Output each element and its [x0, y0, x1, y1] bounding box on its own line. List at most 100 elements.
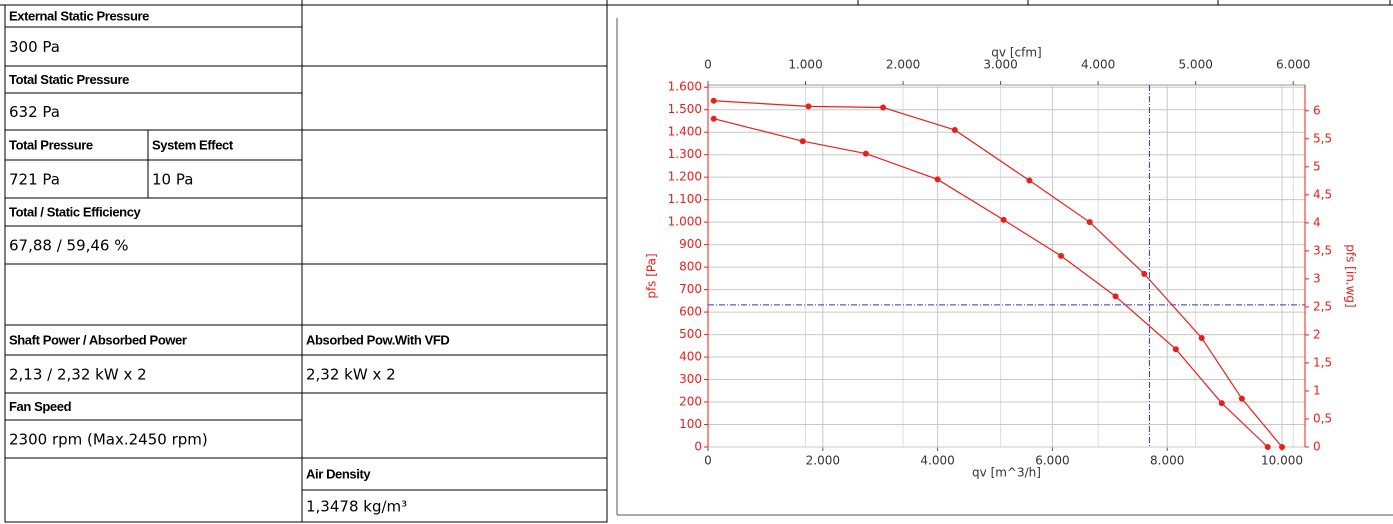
table-cell	[4, 354, 303, 394]
cell-value: 632 Pa	[9, 103, 60, 121]
cell-label: Air Density	[306, 466, 371, 481]
y-tick-label: 700	[679, 282, 702, 296]
y2-axis-label: pfs [in.wg]	[1344, 244, 1358, 307]
y2-tick-label: 3	[1313, 271, 1321, 285]
x-tick-label: 0	[704, 454, 712, 468]
x2-tick-label: 1.000	[788, 58, 822, 72]
cell-value: 67,88 / 59,46 %	[9, 237, 129, 255]
curve-point	[1086, 219, 1093, 226]
x2-tick-label: 2.000	[886, 58, 920, 72]
cell-label: Total Pressure	[9, 137, 93, 152]
y2-tick-label: 1,5	[1313, 355, 1332, 369]
table-cell	[4, 92, 303, 131]
y-tick-label: 800	[679, 260, 702, 274]
x2-tick-label: 5.000	[1178, 58, 1212, 72]
y2-tick-label: 1	[1313, 383, 1321, 397]
curve-point	[880, 104, 887, 111]
y2-tick-label: 0,5	[1313, 411, 1332, 425]
table-cell	[4, 263, 303, 326]
curve	[713, 100, 1283, 448]
table-cell	[301, 197, 608, 265]
table-cell	[4, 225, 303, 265]
y2-tick-label: 5	[1313, 159, 1321, 173]
curve-point	[1026, 177, 1033, 184]
cell-value: 2,32 kW x 2	[306, 366, 396, 384]
table-cell	[301, 65, 608, 131]
x2-tick-label: 4.000	[1081, 58, 1115, 72]
y2-tick-label: 0	[1313, 440, 1321, 454]
table-cell	[301, 489, 608, 523]
y-tick-label: 200	[679, 395, 702, 409]
curve-point	[799, 138, 806, 145]
x-tick-label: 4.000	[920, 454, 954, 468]
cell-value: 721 Pa	[9, 171, 60, 189]
y-tick-label: 900	[679, 237, 702, 251]
curve-point	[710, 115, 717, 122]
header-strip	[0, 0, 1393, 6]
y2-tick-label: 2,5	[1313, 299, 1332, 313]
cell-label: Fan Speed	[9, 399, 72, 414]
curve-point	[1218, 400, 1225, 407]
curve-point	[1264, 444, 1271, 450]
table-cell	[301, 324, 608, 356]
curve-point	[862, 150, 869, 157]
table-cell	[4, 26, 303, 67]
cell-value: 1,3478 kg/m³	[306, 498, 407, 516]
y-tick-label: 1.600	[668, 80, 702, 94]
cell-value: 2,13 / 2,32 kW x 2	[9, 366, 147, 384]
y-tick-label: 1.300	[668, 147, 702, 161]
cell-label: External Static Pressure	[9, 8, 149, 23]
table-cell	[301, 457, 608, 491]
x2-tick-label: 6.000	[1276, 58, 1310, 72]
y-tick-label: 600	[679, 305, 702, 319]
y-tick-label: 1.400	[668, 125, 702, 139]
cell-label: Absorbed Pow.With VFD	[306, 332, 449, 347]
curve-point	[1279, 444, 1286, 450]
y-axis-label: pfs [Pa]	[645, 253, 659, 298]
x-axis-label: qv [m^3/h]	[972, 466, 1041, 480]
table-cell	[4, 65, 303, 94]
plot-area	[707, 84, 1306, 448]
cell-label: Total Static Pressure	[9, 72, 129, 87]
y2-tick-label: 6	[1313, 103, 1321, 117]
x2-tick-label: 3.000	[983, 58, 1017, 72]
y2-tick-label: 4,5	[1313, 187, 1332, 201]
table-cell	[301, 392, 608, 459]
table-cell	[301, 4, 608, 67]
y-tick-label: 100	[679, 417, 702, 431]
table-cell	[147, 159, 303, 199]
y2-tick-label: 2	[1313, 327, 1321, 341]
cell-value: 2300 rpm (Max.2450 rpm)	[9, 431, 208, 449]
x-tick-label: 6.000	[1035, 454, 1069, 468]
y-tick-label: 500	[679, 327, 702, 341]
cell-value: 300 Pa	[9, 38, 60, 56]
curve-point	[1172, 346, 1179, 353]
curve-point	[951, 126, 958, 133]
chart-frame	[616, 18, 1393, 516]
table-cell	[301, 129, 608, 199]
y-tick-label: 1.000	[668, 215, 702, 229]
y-tick-label: 1.100	[668, 192, 702, 206]
y2-tick-label: 5,5	[1313, 131, 1332, 145]
table-cell	[301, 263, 608, 326]
x-tick-label: 2.000	[806, 454, 840, 468]
curve-point	[1112, 293, 1119, 300]
y-tick-label: 1.200	[668, 170, 702, 184]
curve-point	[1198, 334, 1205, 341]
cell-label: Total / Static Efficiency	[9, 204, 142, 219]
y2-tick-label: 4	[1313, 215, 1321, 229]
table-cell	[4, 324, 303, 356]
curve-point	[805, 103, 812, 110]
curve-point	[1141, 270, 1148, 277]
curve-point	[1058, 252, 1065, 259]
y2-tick-label: 3,5	[1313, 243, 1332, 257]
cell-label: System Effect	[152, 137, 234, 152]
x-tick-label: 8.000	[1150, 454, 1184, 468]
curve-point	[1000, 216, 1007, 223]
cell-label: Shaft Power / Absorbed Power	[9, 332, 187, 347]
y-tick-label: 0	[694, 440, 702, 454]
table-cell	[4, 129, 149, 161]
y-tick-label: 300	[679, 372, 702, 386]
curve-point	[1238, 395, 1245, 402]
table-cell	[4, 457, 303, 523]
